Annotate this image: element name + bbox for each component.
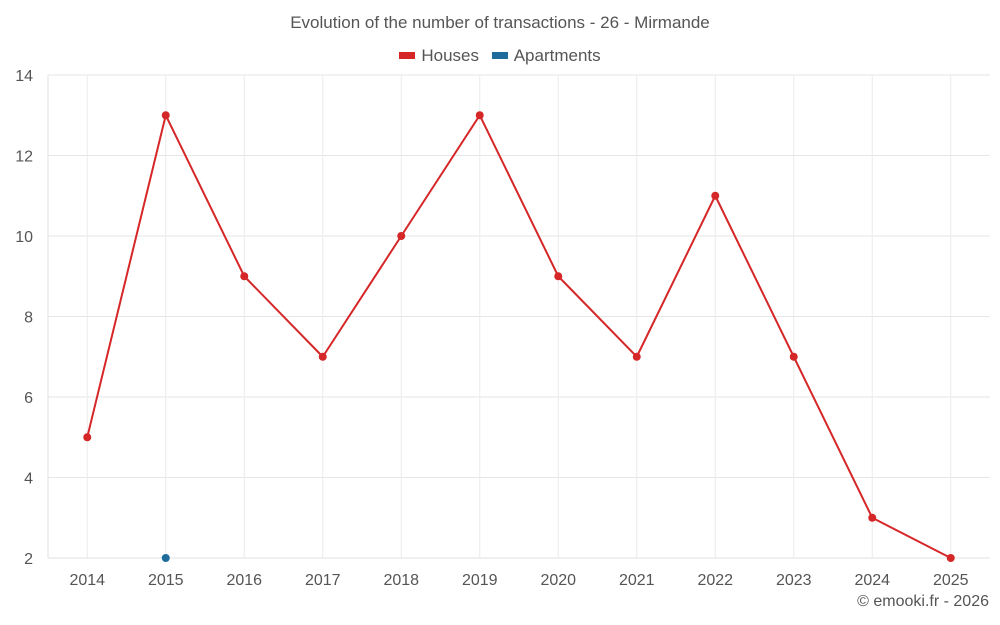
- data-point-houses: [554, 272, 563, 281]
- y-tick-label: 2: [24, 551, 33, 568]
- data-point-houses: [318, 352, 327, 361]
- chart-title: Evolution of the number of transactions …: [290, 13, 710, 32]
- data-point-houses: [868, 513, 877, 522]
- y-tick-label: 8: [24, 310, 33, 327]
- x-tick-label: 2020: [540, 572, 576, 589]
- x-tick-label: 2025: [933, 572, 969, 589]
- x-tick-label: 2021: [619, 572, 655, 589]
- legend-swatch-houses: [399, 52, 416, 59]
- data-point-houses: [789, 352, 798, 361]
- y-tick-label: 10: [15, 229, 33, 246]
- chart-legend: Houses Apartments: [0, 44, 1000, 66]
- data-point-houses: [161, 111, 170, 120]
- x-tick-label: 2014: [69, 572, 105, 589]
- x-tick-label: 2015: [148, 572, 184, 589]
- data-point-houses: [475, 111, 484, 120]
- x-tick-label: 2016: [226, 572, 262, 589]
- data-point-houses: [946, 554, 955, 562]
- x-tick-label: 2018: [383, 572, 419, 589]
- x-tick-label: 2017: [305, 572, 341, 589]
- y-tick-label: 4: [24, 471, 33, 488]
- x-tick-label: 2023: [776, 572, 812, 589]
- data-point-houses: [632, 352, 641, 361]
- legend-label-houses: Houses: [421, 45, 479, 65]
- series-line-houses: [86, 114, 952, 559]
- credit-text: © emooki.fr - 2026: [857, 593, 989, 610]
- legend-item-apartments[interactable]: Apartments: [491, 45, 601, 66]
- data-point-houses: [711, 191, 720, 200]
- x-tick-label: 2022: [697, 572, 733, 589]
- y-tick-label: 6: [24, 390, 33, 407]
- data-point-apartments: [161, 554, 170, 562]
- y-tick-label: 14: [15, 68, 33, 85]
- x-tick-label: 2019: [462, 572, 498, 589]
- data-point-houses: [83, 433, 92, 442]
- legend-swatch-apartments: [491, 52, 508, 59]
- x-tick-label: 2024: [854, 572, 890, 589]
- data-point-houses: [397, 232, 406, 240]
- legend-label-apartments: Apartments: [513, 45, 601, 65]
- data-point-houses: [240, 272, 249, 281]
- y-tick-label: 12: [15, 149, 33, 166]
- legend-item-houses[interactable]: Houses: [399, 46, 479, 66]
